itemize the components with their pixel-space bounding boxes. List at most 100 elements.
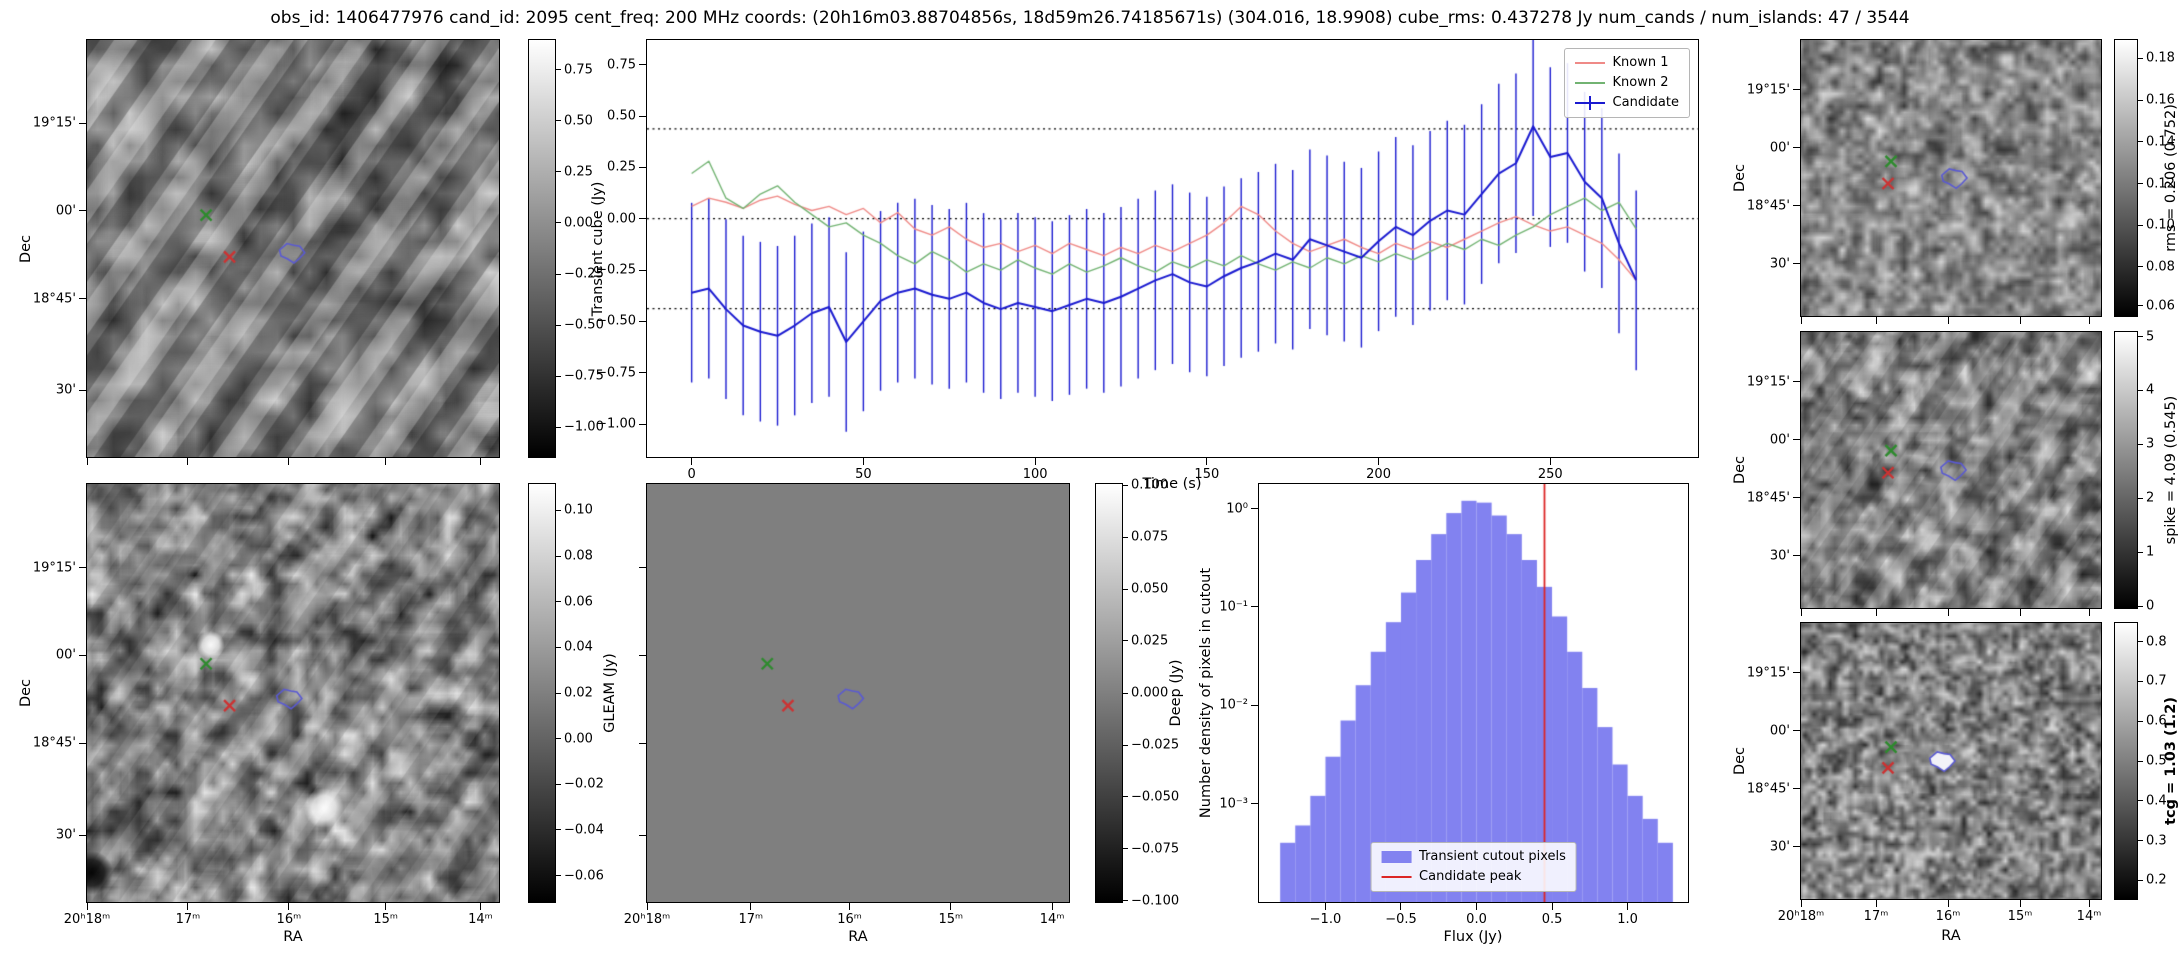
transient-dec-tick-label: 30' <box>55 382 76 398</box>
legend-label: Candidate <box>1612 95 1679 110</box>
colorbar-deep-tick-label: −0.100 <box>1131 893 1180 909</box>
colorbar-tcg-tick-mark <box>2138 680 2143 682</box>
histogram-xlabel: Flux (Jy) <box>1443 929 1503 945</box>
legend-label: Known 1 <box>1612 55 1669 70</box>
colorbar-deep-tick-label: 0.025 <box>1131 633 1169 649</box>
histogram-xtick-mark <box>1324 903 1326 910</box>
colorbar-spike-tick-label: 4 <box>2146 382 2155 398</box>
histogram-xtick-mark <box>1400 903 1402 910</box>
tcg-xlabel: RA <box>1941 928 1961 944</box>
colorbar-spike-tick-mark <box>2138 605 2143 607</box>
histogram-xtick-label: 1.0 <box>1617 912 1638 927</box>
transient-ra-tick-mark <box>187 458 189 465</box>
transient-image <box>87 40 499 457</box>
colorbar-deep-tick-label: 0.050 <box>1131 581 1169 597</box>
lightcurve-legend: Known 1 Known 2 Candidate <box>1563 48 1690 118</box>
lightcurve-ytick-mark <box>639 64 646 66</box>
gleam-dec-tick-mark <box>79 567 86 569</box>
legend-errorbar-icon <box>1588 96 1591 110</box>
lightcurve-xtick-label: 250 <box>1537 467 1563 482</box>
colorbar-rms-tick-mark <box>2138 305 2143 307</box>
panel-lightcurve: 0 50 100 150 200 250 0.75 0.50 0.25 0.00 −0.25 −0.5… <box>596 39 1699 482</box>
rms-image <box>1801 40 2101 316</box>
colorbar-gleam-tick-label: −0.04 <box>564 822 604 838</box>
colorbar-transient-tick-label: 0.50 <box>564 113 593 129</box>
gleam-ra-tick-mark <box>288 903 290 910</box>
lightcurve-ytick-mark <box>639 372 646 374</box>
gleam-dec-tick-label: 00' <box>55 647 76 663</box>
colorbar-spike-tick-mark <box>2138 389 2143 391</box>
colorbar-transient <box>528 39 556 458</box>
colorbar-deep-tick-mark <box>1123 484 1128 486</box>
legend-label: Known 2 <box>1612 75 1669 90</box>
colorbar-spike-tick-mark <box>2138 551 2143 553</box>
histogram-ytick-label: 10⁻³ <box>1219 796 1248 812</box>
gleam-ra-tick-label: 20ʰ18ᵐ <box>63 912 111 927</box>
colorbar-rms <box>2114 39 2138 317</box>
transient-dec-tick-label: 00' <box>55 203 76 219</box>
lightcurve-xtick-mark <box>1034 458 1036 465</box>
colorbar-gleam-tick-label: 0.00 <box>564 731 593 747</box>
colorbar-transient-tick-label: −0.75 <box>564 368 604 384</box>
legend-sample-3 <box>1574 96 1605 110</box>
colorbar-gleam <box>528 483 556 903</box>
colorbar-tcg-tick-mark <box>2138 840 2143 841</box>
deep-ra-tick-label: 16ᵐ <box>837 912 862 927</box>
gleam-xlabel: RA <box>283 929 303 945</box>
spike-dec-tick-mark <box>1793 439 1800 441</box>
legend-row: Transient cutout pixels <box>1381 847 1566 867</box>
tcg-dec-tick-label: 30' <box>1769 839 1790 855</box>
tcg-ra-tick-mark <box>1875 900 1877 907</box>
histogram-xtick-mark <box>1627 903 1629 910</box>
colorbar-rms-tick-label: 0.10 <box>2146 217 2175 233</box>
legend-sample-1 <box>1574 56 1605 70</box>
colorbar-deep-tick-mark <box>1123 588 1128 590</box>
histogram-ytick-mark <box>1251 606 1258 608</box>
tcg-ra-tick-mark <box>2019 900 2021 907</box>
colorbar-deep-tick-label: −0.050 <box>1131 789 1180 805</box>
deep-ra-tick-mark <box>1051 903 1053 910</box>
tcg-ra-tick-mark <box>1947 900 1949 907</box>
gleam-ra-tick-mark <box>86 903 88 910</box>
colorbar-gleam-tick-label: −0.06 <box>564 868 604 884</box>
legend-row: Candidate peak <box>1381 867 1566 887</box>
colorbar-gleam-tick-mark <box>556 646 561 648</box>
colorbar-transient-tick-mark <box>556 426 561 428</box>
spike-ra-tick-mark <box>2088 609 2090 616</box>
colorbar-transient-tick-mark <box>556 273 561 275</box>
deep-ra-tick-label: 17ᵐ <box>738 912 764 927</box>
lightcurve-ytick-mark <box>639 166 646 168</box>
figure-title: obs_id: 1406477976 cand_id: 2095 cent_fr… <box>270 8 1910 28</box>
spike-ylabel: Dec <box>1732 455 1748 485</box>
gleam-dec-tick-mark <box>79 654 86 656</box>
legend-line-icon <box>1574 62 1605 64</box>
colorbar-gleam-label: GLEAM (Jy) <box>602 653 618 733</box>
colorbar-transient-tick-label: −0.25 <box>564 266 604 282</box>
colorbar-transient-tick-label: −0.50 <box>564 317 604 333</box>
lightcurve-xtick-label: 0 <box>687 467 696 482</box>
lightcurve-xtick-mark <box>862 458 864 465</box>
tcg-dec-tick-label: 00' <box>1769 723 1790 739</box>
spike-dec-tick-mark <box>1793 555 1800 557</box>
gleam-ra-tick-mark <box>187 903 189 910</box>
transient-ra-tick-mark <box>86 458 88 465</box>
deep-ra-tick-label: 20ʰ18ᵐ <box>623 912 671 927</box>
colorbar-transient-tick-label: −1.00 <box>564 419 604 435</box>
lightcurve-ytick-label: −0.25 <box>596 262 636 278</box>
colorbar-tcg-label: tcg = 1.03 (1.2) <box>2163 697 2179 825</box>
panel-transient: 19°15' 00' 18°45' 30' <box>33 39 500 465</box>
rms-dec-tick-mark <box>1793 205 1800 207</box>
panel-deep: 20ʰ18ᵐ 17ᵐ 16ᵐ 15ᵐ 14ᵐ <box>624 483 1070 927</box>
lightcurve-ytick-mark <box>639 320 646 322</box>
spike-ra-tick-mark <box>1800 609 1802 616</box>
colorbar-transient-tick-mark <box>556 375 561 377</box>
legend-sample-2 <box>1381 870 1412 884</box>
deep-xlabel: RA <box>848 929 868 945</box>
colorbar-rms-tick-mark <box>2138 224 2143 226</box>
colorbar-deep <box>1095 483 1123 903</box>
lightcurve-xtick-mark <box>1206 458 1208 465</box>
colorbar-deep-tick-label: 0.100 <box>1131 477 1169 493</box>
tcg-ra-tick-label: 14ᵐ <box>2076 909 2102 924</box>
lightcurve-ytick-mark <box>639 115 646 117</box>
